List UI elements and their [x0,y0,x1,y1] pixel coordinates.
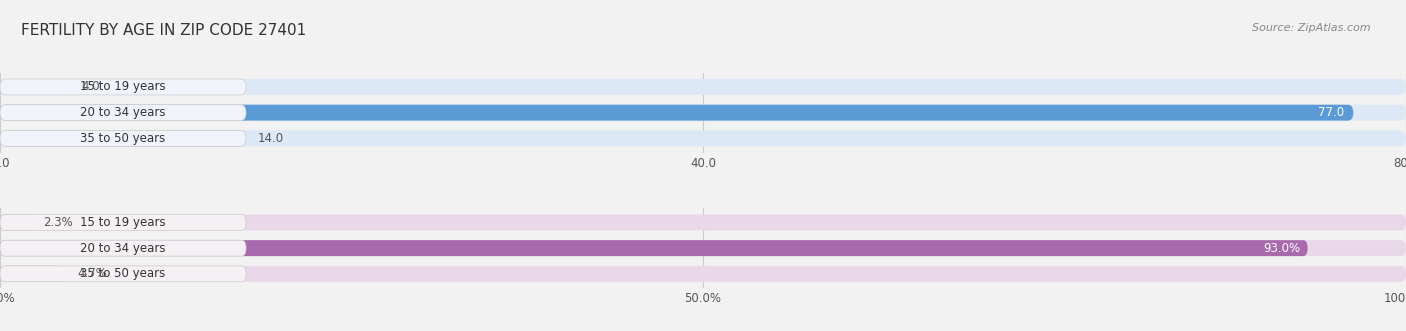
Text: 20 to 34 years: 20 to 34 years [80,242,166,255]
Text: 15 to 19 years: 15 to 19 years [80,80,166,93]
Text: 35 to 50 years: 35 to 50 years [80,132,166,145]
Text: 93.0%: 93.0% [1264,242,1301,255]
FancyBboxPatch shape [0,105,1406,120]
Text: 4.0: 4.0 [82,80,100,93]
FancyBboxPatch shape [0,130,246,146]
FancyBboxPatch shape [0,130,1406,146]
Text: 35 to 50 years: 35 to 50 years [80,267,166,280]
FancyBboxPatch shape [0,130,246,146]
FancyBboxPatch shape [0,240,1406,256]
FancyBboxPatch shape [0,266,246,282]
Text: 20 to 34 years: 20 to 34 years [80,106,166,119]
Text: 77.0: 77.0 [1319,106,1344,119]
FancyBboxPatch shape [0,266,66,282]
FancyBboxPatch shape [0,105,246,120]
Text: 4.7%: 4.7% [77,267,107,280]
FancyBboxPatch shape [0,214,246,230]
Text: FERTILITY BY AGE IN ZIP CODE 27401: FERTILITY BY AGE IN ZIP CODE 27401 [21,23,307,38]
FancyBboxPatch shape [0,240,1308,256]
Text: 15 to 19 years: 15 to 19 years [80,216,166,229]
FancyBboxPatch shape [0,79,1406,95]
FancyBboxPatch shape [0,79,70,95]
FancyBboxPatch shape [0,214,1406,230]
FancyBboxPatch shape [0,214,32,230]
Text: 2.3%: 2.3% [44,216,73,229]
FancyBboxPatch shape [0,79,246,95]
Text: Source: ZipAtlas.com: Source: ZipAtlas.com [1253,23,1371,33]
FancyBboxPatch shape [0,105,1353,120]
FancyBboxPatch shape [0,266,1406,282]
FancyBboxPatch shape [0,240,246,256]
Text: 14.0: 14.0 [257,132,284,145]
